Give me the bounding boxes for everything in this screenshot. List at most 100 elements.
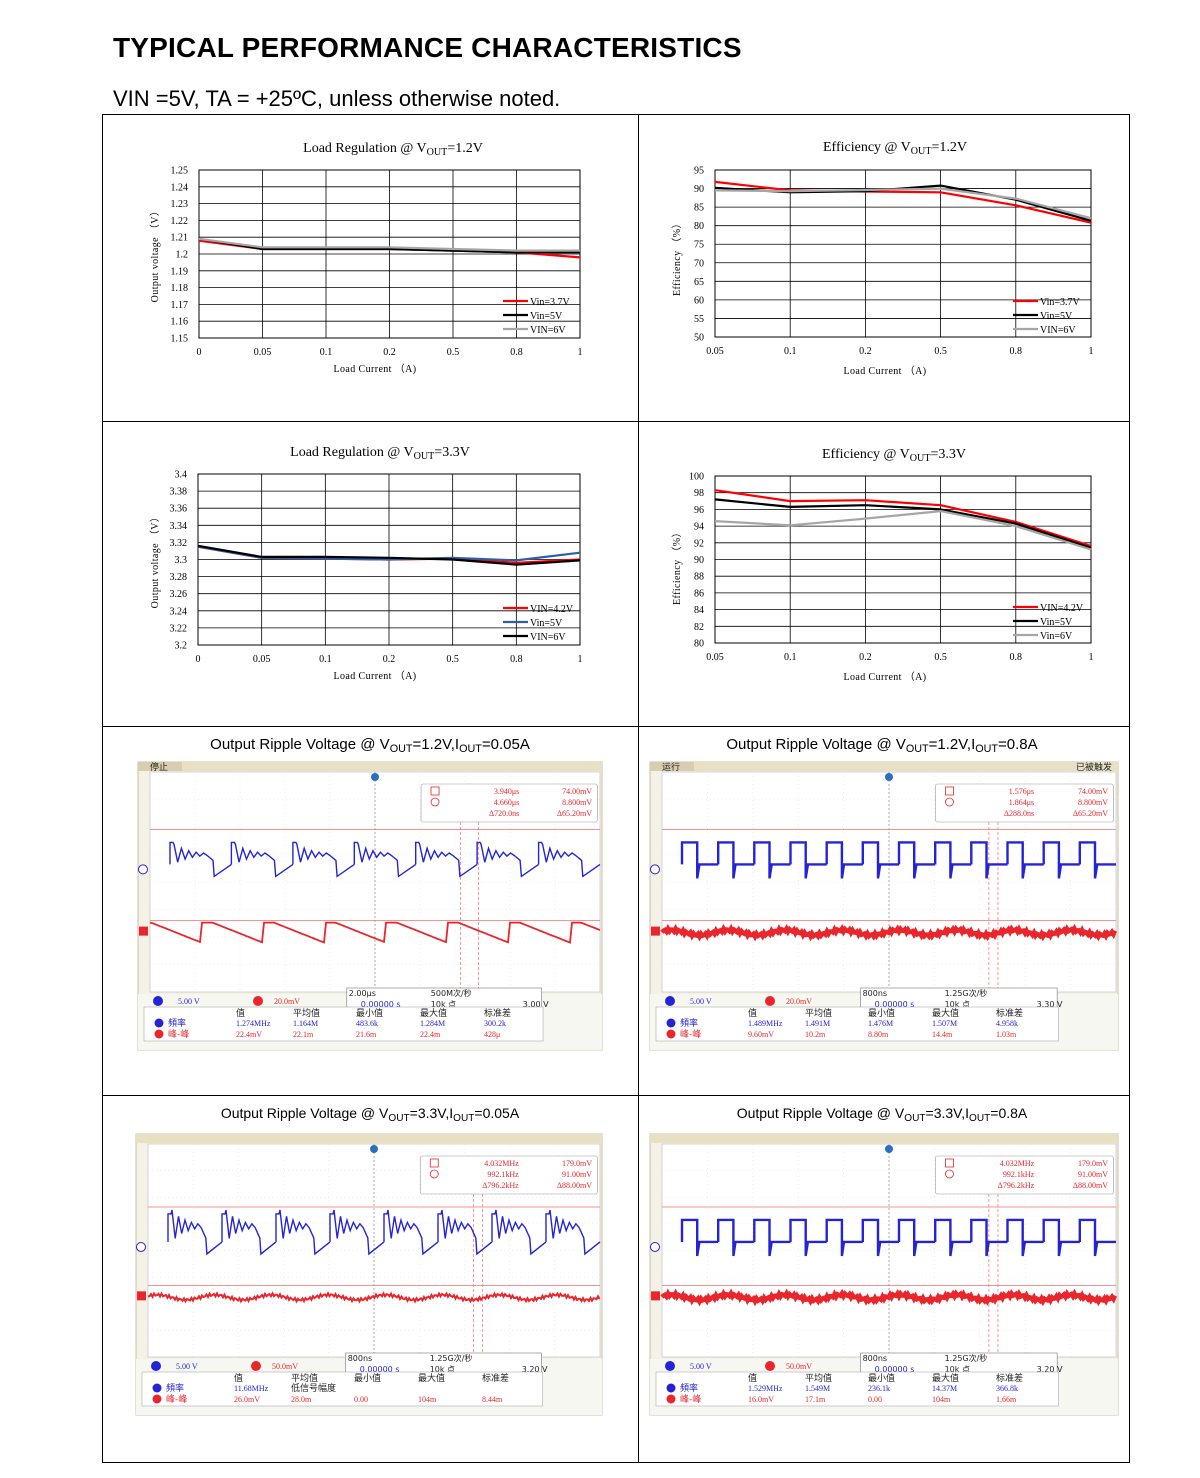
title-subscript: OUT xyxy=(975,743,998,755)
channel2-ground-marker xyxy=(651,1291,660,1301)
y-tick-label: 3.3 xyxy=(175,555,188,566)
title-text: Efficiency @ V xyxy=(823,140,911,155)
chart-title: Efficiency @ VOUT=1.2V xyxy=(823,140,967,157)
y-tick-label: 3.2 xyxy=(175,641,188,652)
title-subscript: OUT xyxy=(388,1113,409,1124)
scope-panel-4: Output Ripple Voltage @ VOUT=3.3V,IOUT=0… xyxy=(649,1105,1119,1416)
series-line-2 xyxy=(714,498,1092,549)
y-tick-label: 1.21 xyxy=(171,233,189,244)
channel2-badge-icon xyxy=(251,1361,261,1371)
trigger-marker-icon xyxy=(371,773,379,781)
channel2-waveform xyxy=(147,1291,601,1304)
measurement-value-ch1: 1.507M xyxy=(932,1019,957,1028)
measurement-value-ch2: 22.1m xyxy=(293,1030,314,1039)
title-text: =3.3V,I xyxy=(410,1105,453,1121)
run-status: 停止 xyxy=(150,761,168,773)
legend-label: Vin=6V xyxy=(1040,631,1073,642)
cursor-a-square-icon xyxy=(945,1158,954,1168)
title-subscript: OUT xyxy=(459,743,482,755)
line-chart-1: Load Regulation @ VOUT=1.2V 1.25 1.24 1.23 1… xyxy=(149,141,583,375)
title-text: =1.2V xyxy=(447,141,483,156)
x-tick-label: 0.1 xyxy=(319,654,332,665)
measurement-value-ch2: 16.0mV xyxy=(748,1395,774,1404)
channel1-badge-icon xyxy=(151,1361,161,1371)
measurement-header: 最小值 xyxy=(868,1372,895,1384)
measurement-value-ch2: 22.4m xyxy=(420,1030,441,1039)
page-heading: TYPICAL PERFORMANCE CHARACTERISTICS xyxy=(113,32,742,63)
measurement-note: 低信号幅度 xyxy=(291,1382,336,1394)
measurement-header: 值 xyxy=(748,1007,757,1019)
x-tick-label: 0.05 xyxy=(706,346,724,357)
y-tick-label: 1.2 xyxy=(176,250,189,261)
y-tick-label: 3.32 xyxy=(170,538,188,549)
measurement-label: 峰-峰 xyxy=(680,1394,701,1405)
cursor-b-circle-icon xyxy=(430,797,440,807)
measurement-table xyxy=(655,1371,1059,1407)
measurement-value-ch2: 0.00 xyxy=(868,1395,882,1404)
cursor-readout-value: 4.032MHz xyxy=(484,1159,519,1168)
legend-label: Vin=5V xyxy=(1040,311,1073,322)
title-subscript: OUT xyxy=(911,146,932,157)
y-tick-label: 94 xyxy=(694,522,704,533)
channel2-badge-icon xyxy=(765,996,775,1006)
x-tick-label: 0.2 xyxy=(383,347,396,358)
measurement-header: 平均值 xyxy=(805,1372,832,1384)
measurement-table xyxy=(143,1006,544,1042)
cursor-readout-value: 8.800mV xyxy=(1078,798,1108,807)
cursor-b-circle-icon xyxy=(945,1169,954,1179)
meas-channel1-icon xyxy=(152,1383,162,1393)
cursor-readout-value: 91.00mV xyxy=(562,1170,592,1179)
cursor-readout-value: Δ88.00mV xyxy=(557,1181,592,1190)
series-line-3 xyxy=(197,544,581,566)
measurement-header: 最小值 xyxy=(868,1007,895,1019)
channel2-scale: 20.0mV xyxy=(786,997,812,1006)
measurement-table xyxy=(655,1006,1059,1042)
measurement-value-ch1: 1.164M xyxy=(293,1019,318,1028)
title-text: Output Ripple Voltage @ V xyxy=(737,1105,905,1121)
channel1-scale: 5.00 V xyxy=(176,1362,198,1371)
y-tick-label: 50 xyxy=(694,333,704,344)
channel1-waveform xyxy=(169,841,601,878)
series-line-2 xyxy=(198,237,580,254)
title-subscript: OUT xyxy=(390,743,413,755)
y-tick-label: 3.24 xyxy=(170,606,188,617)
y-axis-label: Efficiency （%） xyxy=(671,218,683,296)
cursor-readout-value: 179.0mV xyxy=(562,1159,592,1168)
timebase-value: 2.00μs xyxy=(349,989,376,998)
x-axis-label: Load Current （A) xyxy=(843,365,926,377)
y-tick-label: 90 xyxy=(694,184,704,195)
cursor-readout-value: 74.00mV xyxy=(562,787,592,796)
cursor-readout-value: 179.0mV xyxy=(1078,1159,1108,1168)
measurement-value-ch2: 17.1m xyxy=(805,1395,826,1404)
y-axis-label: Efficiency （%） xyxy=(671,527,683,605)
cursor-readout-value: 1.864μs xyxy=(1009,798,1034,807)
measurement-value-ch2: 104m xyxy=(418,1395,437,1404)
trigger-marker-icon xyxy=(885,1145,893,1153)
timebase-value: 3.20 V xyxy=(1037,1365,1063,1374)
x-tick-label: 0.2 xyxy=(859,346,872,357)
channel2-scale: 20.0mV xyxy=(274,997,300,1006)
y-tick-label: 86 xyxy=(694,588,704,599)
channel1-waveform xyxy=(680,1218,1116,1257)
y-tick-label: 1.24 xyxy=(171,182,189,193)
cursor-readout-value: Δ720.0ns xyxy=(489,809,519,818)
y-tick-label: 1.23 xyxy=(171,199,189,210)
cursor-readout-value: Δ65.20mV xyxy=(1073,809,1108,818)
cursor-readout-box xyxy=(935,783,1114,823)
cursor-readout-value: 4.032MHz xyxy=(1000,1159,1035,1168)
cursor-readout-value: 992.1kHz xyxy=(1003,1170,1035,1179)
timebase-value: 1.25G次/秒 xyxy=(430,1353,473,1363)
meas-channel1-icon xyxy=(666,1383,676,1393)
measurement-header: 平均值 xyxy=(805,1007,832,1019)
trigger-marker-icon xyxy=(885,773,893,781)
cursor-readout-value: 992.1kHz xyxy=(487,1170,519,1179)
measurement-value-ch2: 104m xyxy=(932,1395,951,1404)
title-text: Load Regulation @ V xyxy=(290,445,413,460)
x-tick-label: 0.2 xyxy=(383,654,396,665)
cursor-readout-value: 4.660μs xyxy=(494,798,519,807)
channel1-ground-marker xyxy=(138,864,148,875)
title-text: Load Regulation @ V xyxy=(303,141,426,156)
channel2-waveform xyxy=(660,923,1118,942)
x-tick-label: 0.05 xyxy=(254,347,272,358)
